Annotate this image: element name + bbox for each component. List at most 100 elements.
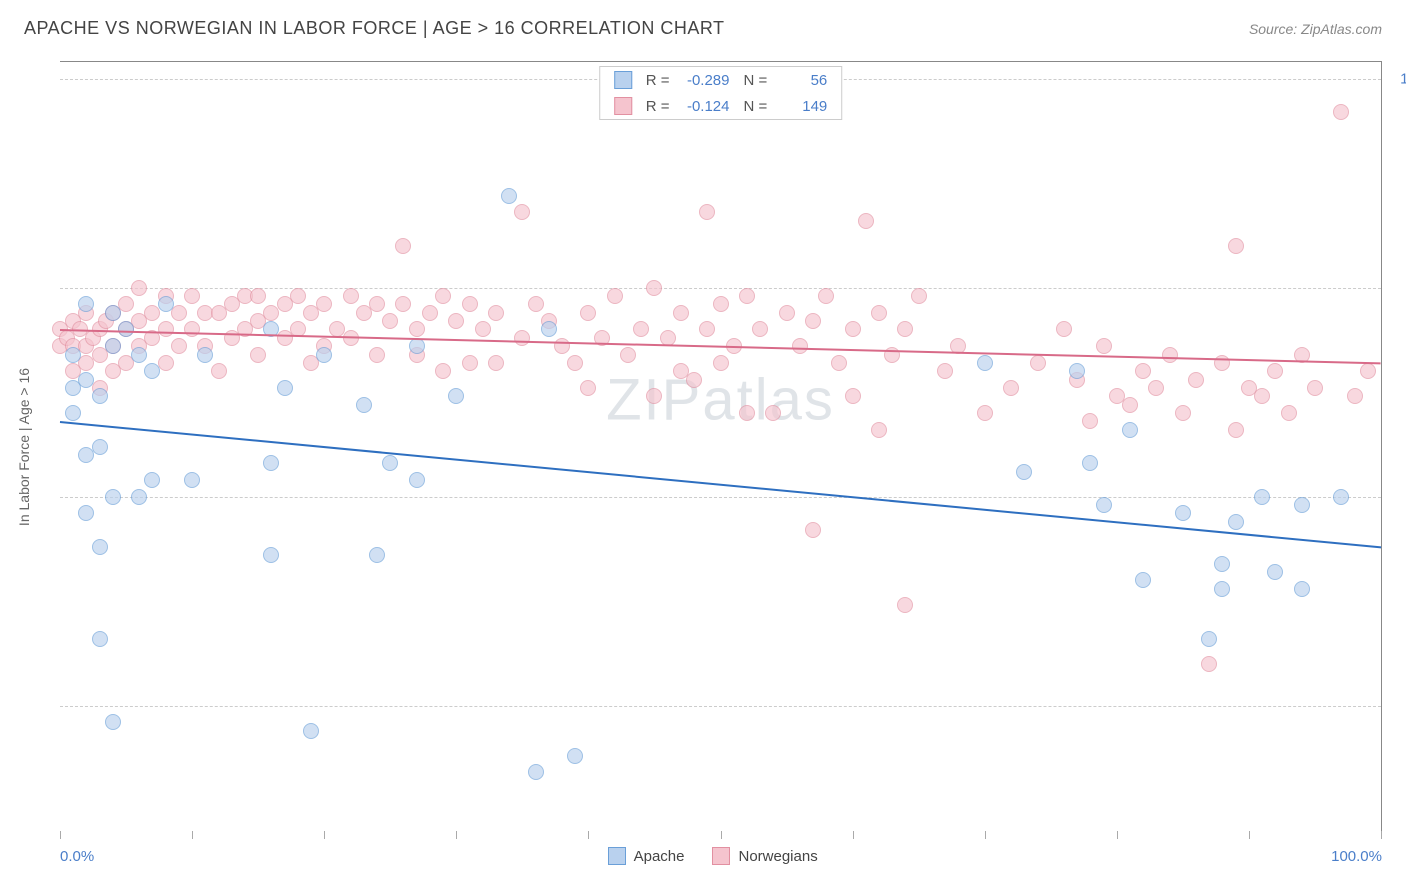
n-value: 149 bbox=[777, 98, 827, 115]
norwegian-point bbox=[1281, 405, 1297, 421]
norwegian-point bbox=[871, 305, 887, 321]
apache-point bbox=[105, 338, 121, 354]
apache-point bbox=[409, 338, 425, 354]
norwegian-point bbox=[646, 280, 662, 296]
norwegian-point bbox=[739, 288, 755, 304]
legend-series-label: Apache bbox=[634, 848, 685, 865]
apache-point bbox=[1254, 489, 1270, 505]
apache-point bbox=[78, 505, 94, 521]
norwegian-point bbox=[1307, 380, 1323, 396]
apache-point bbox=[144, 363, 160, 379]
n-value: 56 bbox=[777, 72, 827, 89]
legend-swatch bbox=[614, 71, 632, 89]
r-value: -0.289 bbox=[680, 72, 730, 89]
apache-point bbox=[1135, 572, 1151, 588]
norwegian-point bbox=[633, 321, 649, 337]
norwegian-point bbox=[475, 321, 491, 337]
norwegian-point bbox=[897, 321, 913, 337]
apache-point bbox=[501, 188, 517, 204]
x-tick bbox=[853, 831, 854, 839]
norwegian-point bbox=[937, 363, 953, 379]
y-tick-label: 50.0% bbox=[1391, 488, 1406, 505]
gridline bbox=[60, 706, 1381, 707]
apache-point bbox=[541, 321, 557, 337]
norwegian-point bbox=[462, 296, 478, 312]
chart-area: In Labor Force | Age > 16 ZIPatlas R =-0… bbox=[60, 61, 1382, 831]
norwegian-point bbox=[805, 522, 821, 538]
apache-point bbox=[105, 305, 121, 321]
apache-point bbox=[448, 388, 464, 404]
apache-point bbox=[1175, 505, 1191, 521]
norwegian-point bbox=[792, 338, 808, 354]
apache-point bbox=[1069, 363, 1085, 379]
norwegian-point bbox=[607, 288, 623, 304]
norwegian-point bbox=[131, 280, 147, 296]
apache-point bbox=[356, 397, 372, 413]
norwegian-point bbox=[184, 288, 200, 304]
norwegian-point bbox=[211, 363, 227, 379]
norwegian-point bbox=[1228, 422, 1244, 438]
norwegian-point bbox=[845, 388, 861, 404]
x-tick bbox=[721, 831, 722, 839]
chart-title: APACHE VS NORWEGIAN IN LABOR FORCE | AGE… bbox=[24, 18, 725, 39]
apache-point bbox=[1214, 581, 1230, 597]
norwegian-point bbox=[422, 305, 438, 321]
norwegian-point bbox=[713, 355, 729, 371]
norwegian-point bbox=[528, 296, 544, 312]
apache-point bbox=[1333, 489, 1349, 505]
apache-point bbox=[409, 472, 425, 488]
apache-point bbox=[1082, 455, 1098, 471]
apache-point bbox=[567, 748, 583, 764]
norwegian-point bbox=[290, 288, 306, 304]
norwegian-point bbox=[184, 321, 200, 337]
norwegian-point bbox=[845, 321, 861, 337]
norwegian-point bbox=[1148, 380, 1164, 396]
norwegian-point bbox=[699, 204, 715, 220]
apache-point bbox=[263, 547, 279, 563]
norwegian-point bbox=[1333, 104, 1349, 120]
norwegian-point bbox=[779, 305, 795, 321]
norwegian-point bbox=[250, 347, 266, 363]
apache-point bbox=[92, 439, 108, 455]
norwegian-point bbox=[1096, 338, 1112, 354]
apache-point bbox=[184, 472, 200, 488]
n-label: N = bbox=[744, 98, 768, 115]
legend-swatch bbox=[614, 97, 632, 115]
apache-point bbox=[65, 405, 81, 421]
r-value: -0.124 bbox=[680, 98, 730, 115]
norwegian-point bbox=[897, 597, 913, 613]
y-tick-label: 100.0% bbox=[1391, 70, 1406, 87]
norwegian-point bbox=[1267, 363, 1283, 379]
legend-swatch bbox=[608, 847, 626, 865]
norwegian-point bbox=[858, 213, 874, 229]
norwegian-point bbox=[1135, 363, 1151, 379]
norwegian-point bbox=[699, 321, 715, 337]
y-axis-label: In Labor Force | Age > 16 bbox=[16, 367, 32, 525]
norwegian-point bbox=[977, 405, 993, 421]
norwegian-point bbox=[1188, 372, 1204, 388]
norwegian-point bbox=[488, 305, 504, 321]
norwegian-point bbox=[1360, 363, 1376, 379]
plot-area: 25.0%50.0%75.0%100.0% bbox=[60, 62, 1381, 831]
apache-point bbox=[1214, 556, 1230, 572]
apache-point bbox=[369, 547, 385, 563]
apache-point bbox=[78, 296, 94, 312]
apache-point bbox=[528, 764, 544, 780]
norwegian-point bbox=[171, 338, 187, 354]
apache-point bbox=[92, 388, 108, 404]
legend-series-item: Norwegians bbox=[712, 847, 817, 865]
x-tick bbox=[588, 831, 589, 839]
norwegian-point bbox=[1201, 656, 1217, 672]
norwegian-point bbox=[448, 313, 464, 329]
x-tick bbox=[1117, 831, 1118, 839]
r-label: R = bbox=[646, 98, 670, 115]
x-max-label: 100.0% bbox=[1331, 848, 1382, 865]
x-tick bbox=[1381, 831, 1382, 839]
norwegian-point bbox=[752, 321, 768, 337]
norwegian-point bbox=[395, 238, 411, 254]
norwegian-point bbox=[1175, 405, 1191, 421]
gridline bbox=[60, 497, 1381, 498]
norwegian-point bbox=[646, 388, 662, 404]
apache-point bbox=[977, 355, 993, 371]
apache-point bbox=[382, 455, 398, 471]
